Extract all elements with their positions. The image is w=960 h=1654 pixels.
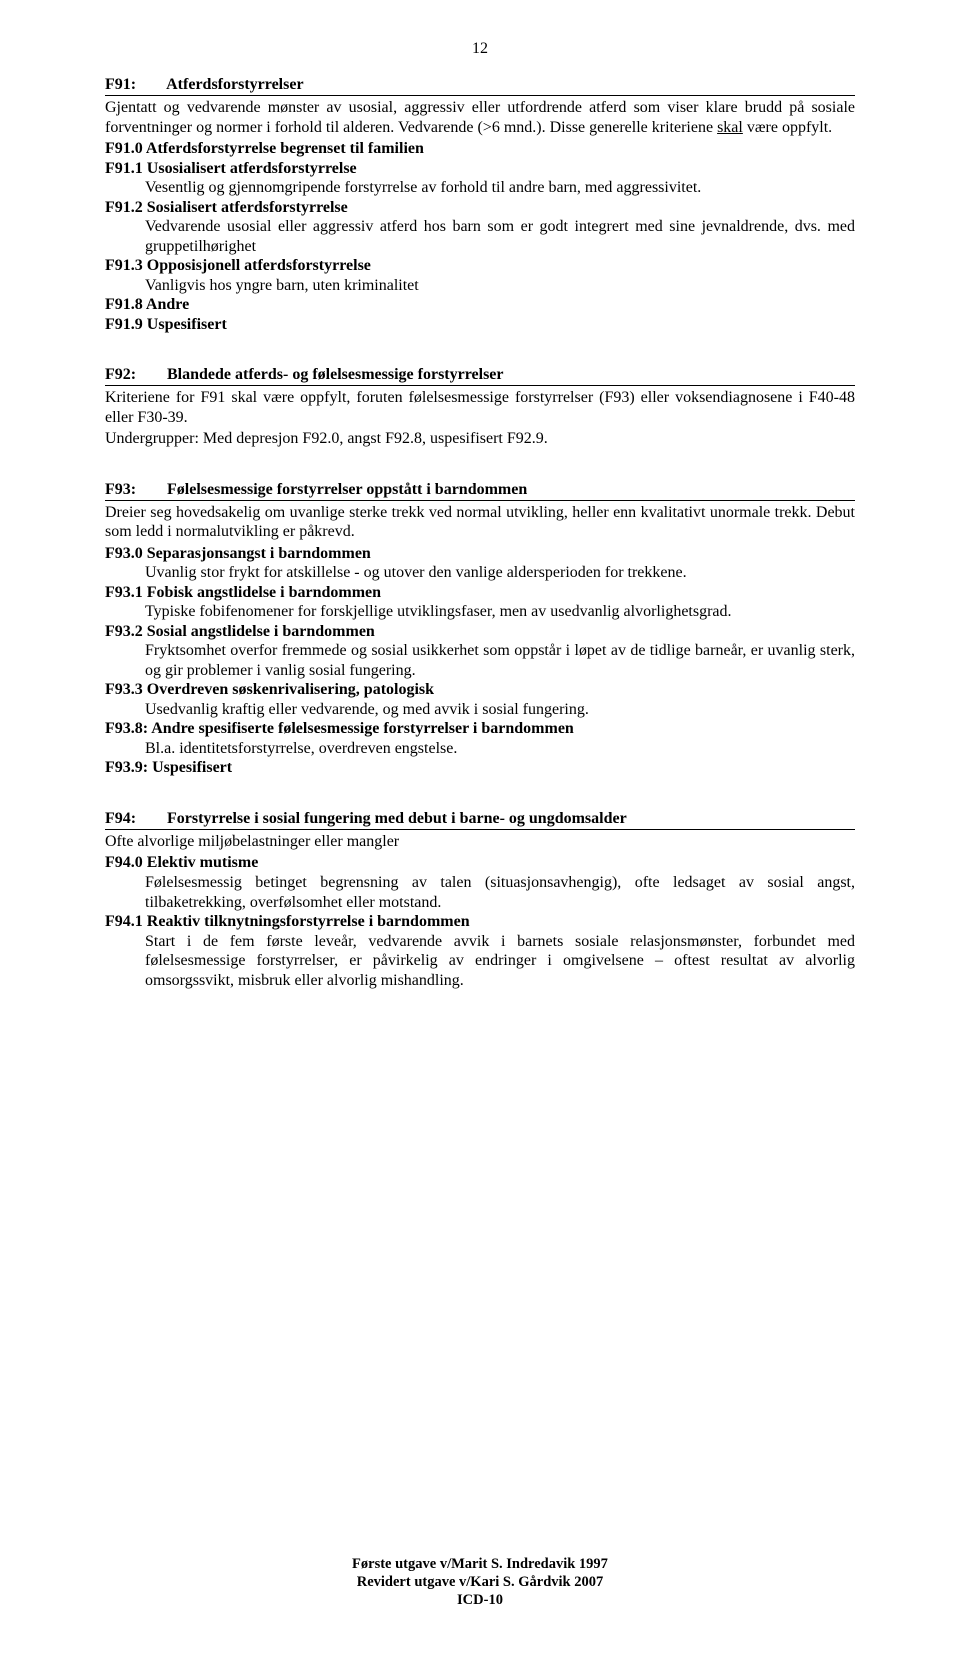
section-f92: F92: Blandede atferds- og følelsesmessig…: [105, 366, 855, 449]
sub-label: Opposisjonell atferdsforstyrrelse: [143, 257, 371, 274]
sub-code: F93.8:: [105, 720, 148, 737]
sub-item: F93.3 Overdreven søskenrivalisering, pat…: [105, 680, 855, 719]
intro-f94: Ofte alvorlige miljøbelastninger eller m…: [105, 832, 855, 852]
sub-label: Elektiv mutisme: [143, 854, 259, 871]
sub-header: F93.0 Separasjonsangst i barndommen: [105, 544, 855, 564]
sub-item: F93.1 Fobisk angstlidelse i barndommenTy…: [105, 583, 855, 622]
sub-code: F93.1: [105, 584, 143, 601]
sub-code: F91.0: [105, 140, 143, 157]
sub-item: F93.9: Uspesifisert: [105, 758, 855, 778]
sub-code: F91.9: [105, 316, 143, 333]
sub-label: Atferdsforstyrrelse begrenset til famili…: [143, 140, 424, 157]
sub-code: F91.1: [105, 160, 143, 177]
sub-code: F93.2: [105, 623, 143, 640]
sub-label: Sosialisert atferdsforstyrrelse: [143, 199, 348, 216]
sub-item: F91.3 Opposisjonell atferdsforstyrrelseV…: [105, 256, 855, 295]
title-f91: Atferdsforstyrrelser: [166, 76, 303, 93]
footer: Første utgave v/Marit S. Indredavik 1997…: [0, 1555, 960, 1609]
section-header-f91: F91: Atferdsforstyrrelser: [105, 76, 855, 96]
sub-item: F91.1 Usosialisert atferdsforstyrrelseVe…: [105, 159, 855, 198]
sub-header: F91.0 Atferdsforstyrrelse begrenset til …: [105, 139, 855, 159]
sub-label: Uspesifisert: [143, 316, 227, 333]
code-f93: F93:: [105, 481, 163, 499]
sub-code: F91.8: [105, 296, 143, 313]
sub-desc: Start i de fem første leveår, vedvarende…: [105, 932, 855, 991]
sub-code: F94.0: [105, 854, 143, 871]
sub-item: F91.9 Uspesifisert: [105, 315, 855, 335]
intro-f92: Kriteriene for F91 skal være oppfylt, fo…: [105, 388, 855, 427]
sub-desc: Fryktsomhet overfor fremmede og sosial u…: [105, 641, 855, 680]
footer-line1: Første utgave v/Marit S. Indredavik 1997: [0, 1555, 960, 1573]
page-number: 12: [105, 40, 855, 58]
sub-header: F91.8 Andre: [105, 295, 855, 315]
sub-label: Separasjonsangst i barndommen: [143, 545, 371, 562]
sub-item: F93.0 Separasjonsangst i barndommenUvanl…: [105, 544, 855, 583]
sub-header: F91.1 Usosialisert atferdsforstyrrelse: [105, 159, 855, 179]
sub-item: F94.1 Reaktiv tilknytningsforstyrrelse i…: [105, 912, 855, 990]
sub-code: F91.3: [105, 257, 143, 274]
sub-code: F94.1: [105, 913, 143, 930]
sub-desc: Usedvanlig kraftig eller vedvarende, og …: [105, 700, 855, 720]
sub-item: F93.2 Sosial angstlidelse i barndommenFr…: [105, 622, 855, 681]
section-f91: F91: Atferdsforstyrrelser Gjentatt og ve…: [105, 76, 855, 334]
sub-header: F91.3 Opposisjonell atferdsforstyrrelse: [105, 256, 855, 276]
intro2-f92: Undergrupper: Med depresjon F92.0, angst…: [105, 429, 855, 449]
sub-desc: Vanligvis hos yngre barn, uten kriminali…: [105, 276, 855, 296]
sub-header: F93.8: Andre spesifiserte følelsesmessig…: [105, 719, 855, 739]
intro-f91: Gjentatt og vedvarende mønster av usosia…: [105, 98, 855, 137]
sub-desc: Typiske fobifenomener for forskjellige u…: [105, 602, 855, 622]
sub-label: Overdreven søskenrivalisering, patologis…: [143, 681, 434, 698]
section-f94: F94: Forstyrrelse i sosial fungering med…: [105, 810, 855, 990]
sub-label: Andre spesifiserte følelsesmessige forst…: [148, 720, 574, 737]
sub-item: F91.0 Atferdsforstyrrelse begrenset til …: [105, 139, 855, 159]
sub-code: F93.9:: [105, 759, 148, 776]
sub-header: F93.2 Sosial angstlidelse i barndommen: [105, 622, 855, 642]
sub-code: F91.2: [105, 199, 143, 216]
sub-header: F93.1 Fobisk angstlidelse i barndommen: [105, 583, 855, 603]
title-f94: Forstyrrelse i sosial fungering med debu…: [167, 810, 627, 827]
sub-code: F93.3: [105, 681, 143, 698]
code-f91: F91:: [105, 76, 163, 94]
sub-header: F94.0 Elektiv mutisme: [105, 853, 855, 873]
sub-header: F93.3 Overdreven søskenrivalisering, pat…: [105, 680, 855, 700]
section-header-f94: F94: Forstyrrelse i sosial fungering med…: [105, 810, 855, 830]
section-header-f92: F92: Blandede atferds- og følelsesmessig…: [105, 366, 855, 386]
sub-label: Andre: [143, 296, 189, 313]
footer-line2: Revidert utgave v/Kari S. Gårdvik 2007: [0, 1573, 960, 1591]
intro-f93: Dreier seg hovedsakelig om uvanlige ster…: [105, 503, 855, 542]
sub-desc: Vesentlig og gjennomgripende forstyrrels…: [105, 178, 855, 198]
sub-label: Usosialisert atferdsforstyrrelse: [143, 160, 357, 177]
code-f94: F94:: [105, 810, 163, 828]
sub-desc: Vedvarende usosial eller aggressiv atfer…: [105, 217, 855, 256]
sub-header: F91.9 Uspesifisert: [105, 315, 855, 335]
sub-item: F91.8 Andre: [105, 295, 855, 315]
sub-label: Fobisk angstlidelse i barndommen: [143, 584, 381, 601]
sub-header: F91.2 Sosialisert atferdsforstyrrelse: [105, 198, 855, 218]
title-f92: Blandede atferds- og følelsesmessige for…: [167, 366, 504, 383]
sub-desc: Bl.a. identitetsforstyrrelse, overdreven…: [105, 739, 855, 759]
section-header-f93: F93: Følelsesmessige forstyrrelser oppst…: [105, 481, 855, 501]
sub-desc: Uvanlig stor frykt for atskillelse - og …: [105, 563, 855, 583]
title-f93: Følelsesmessige forstyrrelser oppstått i…: [167, 481, 527, 498]
sub-code: F93.0: [105, 545, 143, 562]
sub-item: F94.0 Elektiv mutismeFølelsesmessig beti…: [105, 853, 855, 912]
sub-desc: Følelsesmessig betinget begrensning av t…: [105, 873, 855, 912]
sub-header: F94.1 Reaktiv tilknytningsforstyrrelse i…: [105, 912, 855, 932]
sub-header: F93.9: Uspesifisert: [105, 758, 855, 778]
sub-item: F91.2 Sosialisert atferdsforstyrrelseVed…: [105, 198, 855, 257]
sub-item: F93.8: Andre spesifiserte følelsesmessig…: [105, 719, 855, 758]
footer-line3: ICD-10: [0, 1591, 960, 1609]
sub-label: Sosial angstlidelse i barndommen: [143, 623, 375, 640]
sub-label: Reaktiv tilknytningsforstyrrelse i barnd…: [143, 913, 470, 930]
sub-label: Uspesifisert: [148, 759, 232, 776]
section-f93: F93: Følelsesmessige forstyrrelser oppst…: [105, 481, 855, 778]
code-f92: F92:: [105, 366, 163, 384]
